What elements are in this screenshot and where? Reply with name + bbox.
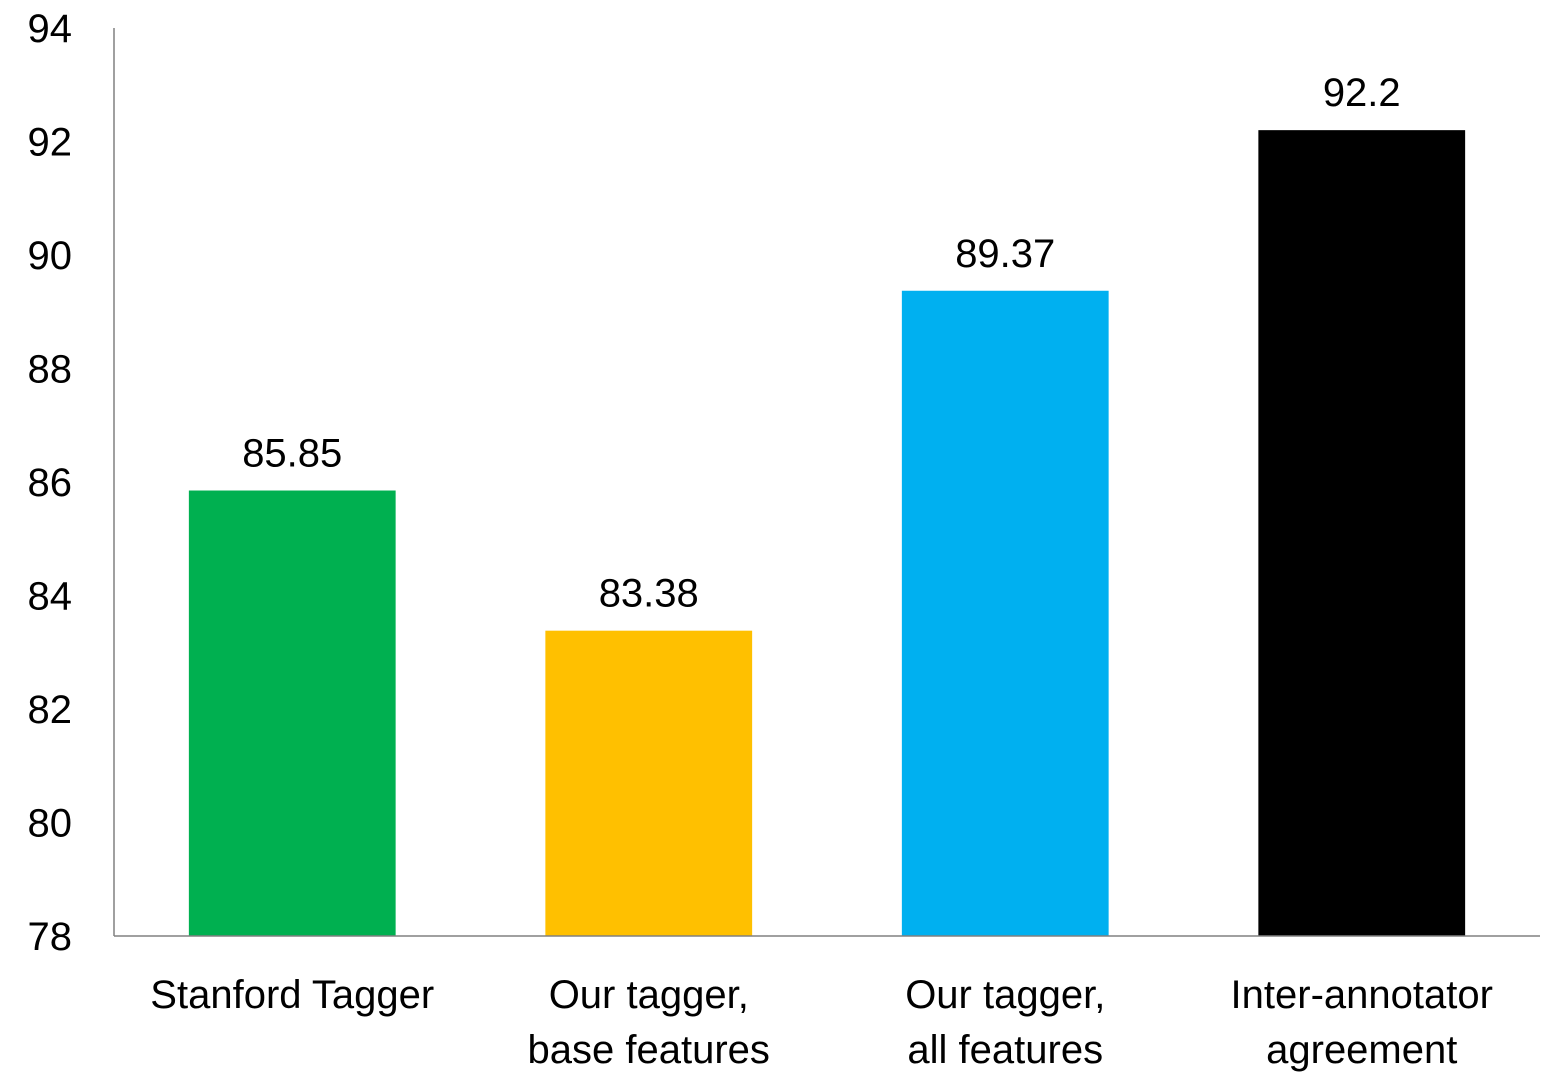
y-axis-ticks: 78 80 82 84 86 88 90 92 94 (28, 7, 73, 959)
data-label: 92.2 (1323, 71, 1401, 115)
y-tick-label: 94 (28, 7, 73, 51)
y-tick-label: 80 (28, 802, 73, 846)
y-tick-label: 92 (28, 121, 73, 165)
bar (1258, 130, 1466, 936)
y-tick-label: 84 (28, 575, 73, 619)
data-label: 83.38 (599, 572, 699, 616)
data-label: 85.85 (242, 432, 342, 476)
bar (188, 490, 396, 936)
category-label: all features (907, 1028, 1103, 1072)
data-label: 89.37 (955, 232, 1055, 276)
category-label: Inter-annotator (1231, 973, 1493, 1017)
category-label: agreement (1266, 1028, 1457, 1072)
category-label: Our tagger, (549, 973, 749, 1017)
bar (901, 290, 1109, 936)
category-label: Stanford Tagger (150, 973, 434, 1017)
data-labels: 85.85 83.38 89.37 92.2 (242, 71, 1400, 616)
y-tick-label: 88 (28, 348, 73, 392)
y-tick-label: 86 (28, 461, 73, 505)
y-tick-label: 90 (28, 234, 73, 278)
category-label: Our tagger, (905, 973, 1105, 1017)
y-tick-label: 78 (28, 915, 73, 959)
y-tick-label: 82 (28, 688, 73, 732)
bars (188, 130, 1466, 936)
category-label: base features (528, 1028, 770, 1072)
category-labels: Stanford Tagger Our tagger, base features O… (150, 973, 1493, 1072)
bar (545, 630, 753, 936)
